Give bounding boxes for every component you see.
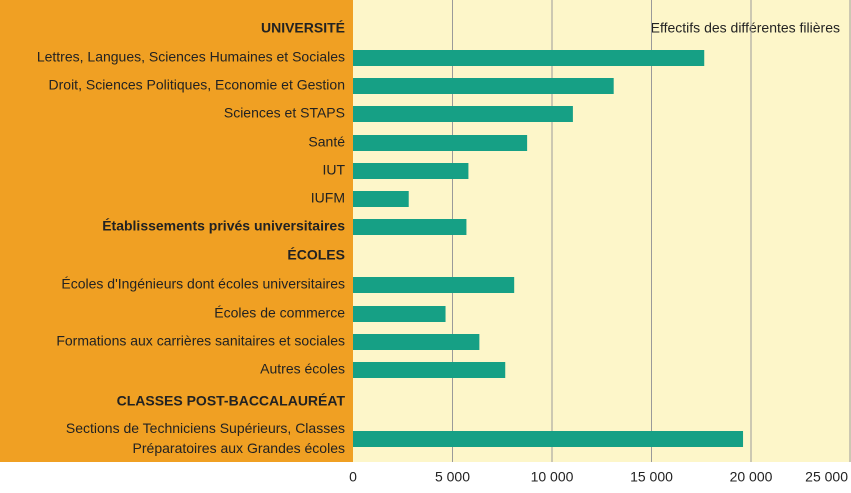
x-tick-label: 0 [349, 469, 357, 485]
bar [353, 163, 469, 179]
x-tick-label: 20 000 [730, 469, 773, 485]
label-panel [0, 0, 353, 462]
category-label: Sciences et STAPS [224, 105, 345, 121]
category-label: Écoles d'Ingénieurs dont écoles universi… [61, 276, 345, 292]
bar [353, 78, 614, 94]
category-label: Écoles de commerce [214, 305, 345, 321]
category-header: CLASSES POST-BACCALAURÉAT [117, 393, 346, 409]
category-header: Établissements privés universitaires [102, 218, 345, 234]
category-label: Autres écoles [260, 361, 345, 377]
category-label: Droit, Sciences Politiques, Economie et … [49, 77, 345, 93]
x-tick-label: 5 000 [435, 469, 470, 485]
bar [353, 334, 480, 350]
bar [353, 191, 409, 207]
category-label: Formations aux carrières sanitaires et s… [56, 333, 345, 349]
category-label: IUFM [311, 190, 345, 206]
category-label: Sections de Techniciens Supérieurs, Clas… [66, 420, 345, 456]
bar [353, 277, 515, 293]
category-header: UNIVERSITÉ [261, 20, 345, 36]
category-label: Santé [308, 134, 345, 150]
category-label: IUT [322, 162, 345, 178]
category-label: Lettres, Langues, Sciences Humaines et S… [37, 49, 345, 65]
bar [353, 431, 744, 447]
x-tick-label: 10 000 [531, 469, 574, 485]
axis-strip [0, 462, 851, 488]
bar [353, 50, 705, 66]
annotation: Effectifs des différentes filières [651, 20, 840, 36]
bar [353, 106, 573, 122]
bar [353, 135, 528, 151]
x-tick-label: 25 000 [805, 469, 848, 485]
bar [353, 306, 446, 322]
category-header: ÉCOLES [287, 247, 345, 263]
bar [353, 362, 506, 378]
x-tick-label: 15 000 [630, 469, 673, 485]
bar [353, 219, 467, 235]
